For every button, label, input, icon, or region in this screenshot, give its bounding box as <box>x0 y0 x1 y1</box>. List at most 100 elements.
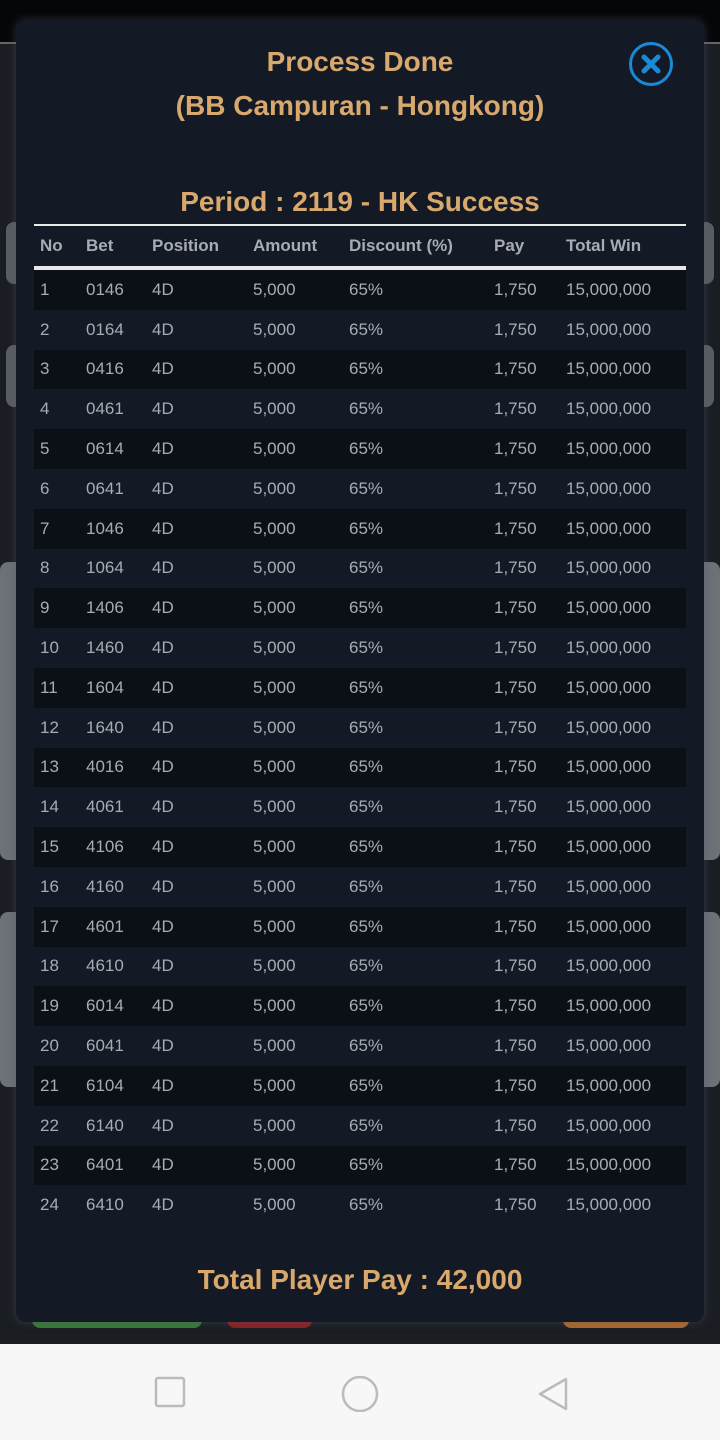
table-row: 16 4160 4D 5,000 65% 1,750 15,000,000 <box>34 867 686 907</box>
cell-total-win: 15,000,000 <box>566 876 652 896</box>
total-player-pay: Total Player Pay : 42,000 <box>197 1264 523 1295</box>
cell-no: 20 <box>40 1036 59 1056</box>
table-row: 20 6041 4D 5,000 65% 1,750 15,000,000 <box>34 1026 686 1066</box>
cell-total-win: 15,000,000 <box>566 319 652 339</box>
cell-amount: 5,000 <box>253 797 296 817</box>
cell-position: 4D <box>152 717 174 737</box>
table-row: 8 1064 4D 5,000 65% 1,750 15,000,000 <box>34 549 686 589</box>
cell-no: 6 <box>40 478 50 498</box>
cell-discount: 65% <box>349 837 384 857</box>
cell-total-win: 15,000,000 <box>566 717 652 737</box>
cell-total-win: 15,000,000 <box>566 1036 652 1056</box>
table-body: 1 0146 4D 5,000 65% 1,750 15,000,000 2 0164 4D 5,0… <box>34 270 686 1225</box>
cell-bet: 0641 <box>86 478 124 498</box>
cell-discount: 65% <box>349 598 384 618</box>
cell-pay: 1,750 <box>494 598 537 618</box>
cell-bet: 1406 <box>86 598 124 618</box>
close-button[interactable] <box>629 42 673 86</box>
cell-no: 2 <box>40 319 50 339</box>
android-nav-bar <box>0 1344 720 1440</box>
cell-position: 4D <box>152 1195 174 1215</box>
cell-position: 4D <box>152 319 174 339</box>
cell-position: 4D <box>152 399 174 419</box>
process-done-modal: Process Done (BB Campuran - Hongkong) Pe… <box>16 20 704 1322</box>
cell-discount: 65% <box>349 1075 384 1095</box>
header-pay: Pay <box>494 236 525 255</box>
period-status: Period : 2119 - HK Success <box>180 186 540 217</box>
cell-pay: 1,750 <box>494 1115 537 1135</box>
cell-total-win: 15,000,000 <box>566 1075 652 1095</box>
cell-pay: 1,750 <box>494 1155 537 1175</box>
cell-discount: 65% <box>349 1036 384 1056</box>
cell-amount: 5,000 <box>253 677 296 697</box>
cell-discount: 65% <box>349 638 384 658</box>
cell-pay: 1,750 <box>494 996 537 1016</box>
cell-bet: 0416 <box>86 359 124 379</box>
cell-total-win: 15,000,000 <box>566 797 652 817</box>
cell-no: 5 <box>40 439 50 459</box>
cell-position: 4D <box>152 876 174 896</box>
table-row: 10 1460 4D 5,000 65% 1,750 15,000,000 <box>34 628 686 668</box>
cell-no: 17 <box>40 916 59 936</box>
cell-position: 4D <box>152 478 174 498</box>
cell-amount: 5,000 <box>253 757 296 777</box>
home-icon[interactable] <box>340 1376 380 1412</box>
cell-no: 14 <box>40 797 59 817</box>
cell-no: 23 <box>40 1155 59 1175</box>
back-icon[interactable] <box>536 1376 572 1412</box>
cell-no: 15 <box>40 837 59 857</box>
cell-discount: 65% <box>349 1195 384 1215</box>
cell-total-win: 15,000,000 <box>566 399 652 419</box>
header-total-win: Total Win <box>566 236 642 255</box>
cell-pay: 1,750 <box>494 518 537 538</box>
cell-no: 7 <box>40 518 50 538</box>
table-row: 22 6140 4D 5,000 65% 1,750 15,000,000 <box>34 1106 686 1146</box>
cell-discount: 65% <box>349 757 384 777</box>
header-discount: Discount (%) <box>349 236 453 255</box>
cell-total-win: 15,000,000 <box>566 359 652 379</box>
close-circle-icon <box>641 54 661 74</box>
cell-total-win: 15,000,000 <box>566 757 652 777</box>
table-row: 23 6401 4D 5,000 65% 1,750 15,000,000 <box>34 1145 686 1186</box>
cell-discount: 65% <box>349 279 384 299</box>
table-row: 14 4061 4D 5,000 65% 1,750 15,000,000 <box>34 787 686 827</box>
cell-discount: 65% <box>349 797 384 817</box>
cell-bet: 1460 <box>86 638 124 658</box>
cell-total-win: 15,000,000 <box>566 279 652 299</box>
cell-pay: 1,750 <box>494 1075 537 1095</box>
cell-total-win: 15,000,000 <box>566 1195 652 1215</box>
cell-bet: 1046 <box>86 518 124 538</box>
cell-amount: 5,000 <box>253 1155 296 1175</box>
table-row: 19 6014 4D 5,000 65% 1,750 15,000,000 <box>34 986 686 1027</box>
cell-discount: 65% <box>349 518 384 538</box>
cell-bet: 0461 <box>86 399 124 419</box>
cell-position: 4D <box>152 797 174 817</box>
cell-discount: 65% <box>349 677 384 697</box>
cell-position: 4D <box>152 598 174 618</box>
table-header-row: No Bet Position Amount Discount (%) Pay Total … <box>34 226 686 266</box>
background-red-button <box>227 1318 312 1328</box>
cell-amount: 5,000 <box>253 279 296 299</box>
cell-pay: 1,750 <box>494 439 537 459</box>
cell-no: 11 <box>40 677 58 697</box>
header-position: Position <box>152 236 220 255</box>
cell-no: 13 <box>40 757 59 777</box>
cell-bet: 0614 <box>86 439 124 459</box>
cell-bet: 1064 <box>86 558 124 578</box>
cell-no: 21 <box>40 1075 59 1095</box>
recent-apps-icon[interactable] <box>154 1376 186 1408</box>
cell-amount: 5,000 <box>253 956 296 976</box>
cell-pay: 1,750 <box>494 677 537 697</box>
cell-pay: 1,750 <box>494 797 537 817</box>
header-bet: Bet <box>86 236 114 255</box>
cell-amount: 5,000 <box>253 876 296 896</box>
table-row: 11 1604 4D 5,000 65% 1,750 15,000,000 <box>34 667 686 708</box>
cell-pay: 1,750 <box>494 279 537 299</box>
cell-position: 4D <box>152 439 174 459</box>
cell-position: 4D <box>152 757 174 777</box>
cell-no: 19 <box>40 996 59 1016</box>
cell-bet: 4016 <box>86 757 124 777</box>
cell-position: 4D <box>152 638 174 658</box>
cell-amount: 5,000 <box>253 1195 296 1215</box>
cell-amount: 5,000 <box>253 518 296 538</box>
